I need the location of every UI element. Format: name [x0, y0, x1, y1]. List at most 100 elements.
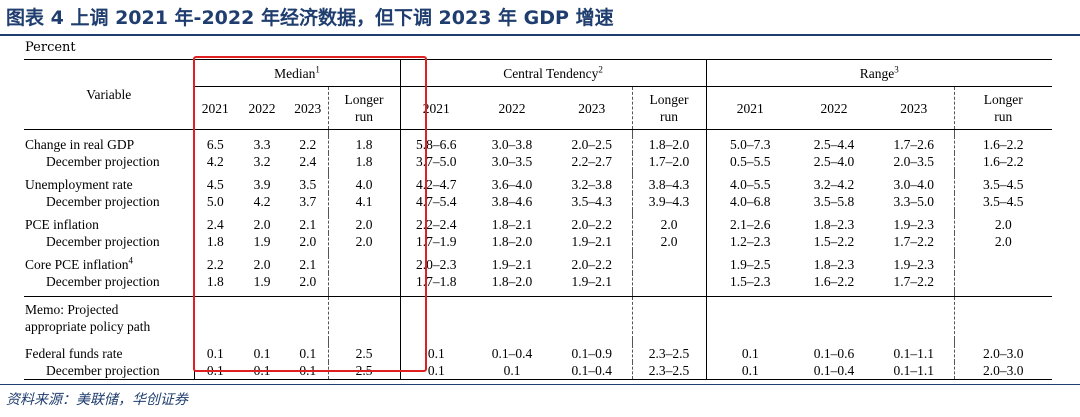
- value-cell: 2.2–2.7: [571, 154, 613, 169]
- row-label: December projection: [46, 194, 160, 209]
- value-cell: 3.3–5.0: [893, 194, 935, 209]
- value-cell: 1.7–2.2: [893, 274, 935, 289]
- value-cell: 2.0: [953, 233, 1053, 250]
- value-cell: 2.5–4.4: [813, 137, 855, 152]
- value-cell: 1.8: [327, 153, 400, 170]
- value-cell: 0.1: [299, 346, 317, 361]
- value-cell: 1.7–2.6: [893, 137, 935, 152]
- value-cell: 1.6–2.2: [813, 274, 855, 289]
- value-cell: 4.0–6.8: [705, 193, 795, 210]
- value-cell: 1.7–2.2: [893, 234, 935, 249]
- value-cell: 2.1: [299, 257, 317, 272]
- value-cell: 1.8–2.1: [491, 217, 533, 232]
- value-cell: 1.9–2.1: [571, 234, 613, 249]
- source-note: 资料来源：美联储，华创证券: [6, 392, 188, 408]
- table-row: December projection 1.8 1.9 2.0 1.7–1.8 1.8–2…: [24, 273, 1053, 290]
- table-row: Unemployment rate 4.5 3.9 3.5 4.0 4.2–4.7 3.6–…: [24, 176, 1053, 193]
- value-cell: 2.0: [327, 233, 400, 250]
- row-label: Federal funds rate: [25, 346, 123, 361]
- value-cell: 3.3: [253, 137, 271, 152]
- year-header: 2023: [552, 86, 632, 130]
- value-cell: 4.2: [253, 194, 271, 209]
- value-cell: [953, 273, 1053, 290]
- value-cell: [953, 256, 1053, 273]
- row-label: December projection: [24, 362, 194, 380]
- value-cell: 2.5: [327, 345, 400, 362]
- value-cell: 1.8–2.0: [491, 234, 533, 249]
- projection-table: Variable Median1 Central Tendency2 Range…: [24, 59, 1053, 380]
- value-cell: 2.2: [299, 137, 317, 152]
- variable-header: Variable: [24, 59, 194, 130]
- value-cell: 1.9–2.5: [705, 256, 795, 273]
- longer-run-header: Longer run: [953, 86, 1053, 130]
- memo-row: Memo: Projected appropriate policy path: [24, 296, 1053, 339]
- row-label: December projection: [46, 234, 160, 249]
- value-cell: 0.1–0.4: [491, 346, 533, 361]
- value-cell: 3.5–4.5: [953, 193, 1053, 210]
- value-cell: 2.0–2.2: [571, 257, 613, 272]
- value-cell: 1.9–2.3: [893, 217, 935, 232]
- value-cell: 2.2: [193, 256, 236, 273]
- value-cell: 0.1: [193, 345, 236, 362]
- title-rule: [0, 34, 1080, 36]
- value-cell: 2.0: [631, 216, 707, 233]
- value-cell: 1.2–2.3: [705, 233, 795, 250]
- table-row: Federal funds rate 0.1 0.1 0.1 2.5 0.1 0.1–0.4…: [24, 345, 1053, 362]
- year-header: 2023: [874, 86, 955, 130]
- value-cell: 0.1–1.1: [874, 362, 955, 380]
- value-cell: [631, 256, 707, 273]
- value-cell: 1.8: [193, 233, 236, 250]
- value-cell: 3.0–3.5: [491, 154, 533, 169]
- value-cell: 2.0: [327, 216, 400, 233]
- value-cell: 2.0–3.5: [893, 154, 935, 169]
- value-cell: 2.0: [299, 274, 317, 289]
- value-cell: 1.5–2.3: [705, 273, 795, 290]
- value-cell: 3.5–5.8: [813, 194, 855, 209]
- value-cell: 3.2–3.8: [571, 177, 613, 192]
- table-row: Change in real GDP 6.5 3.3 2.2 1.8 5.8–6.6 3.0…: [24, 136, 1053, 153]
- value-cell: 2.0–3.0: [953, 345, 1053, 362]
- memo-label: Memo: Projected appropriate policy path: [24, 296, 194, 339]
- value-cell: 1.8: [327, 136, 400, 153]
- value-cell: 1.8–2.0: [491, 274, 533, 289]
- table-row: December projection 5.0 4.2 3.7 4.1 4.7–5.4 3.…: [24, 193, 1053, 210]
- figure-title: 图表 4 上调 2021 年-2022 年经济数据，但下调 2023 年 GDP…: [6, 7, 614, 29]
- unit-label: Percent: [25, 40, 76, 55]
- value-cell: 1.9–2.1: [491, 257, 533, 272]
- value-cell: 0.1–1.1: [893, 346, 935, 361]
- table-row: December projection 4.2 3.2 2.4 1.8 3.7–5.0 3.…: [24, 153, 1053, 170]
- row-label: December projection: [46, 274, 160, 289]
- value-cell: 3.8–4.3: [631, 176, 707, 193]
- value-cell: 0.1: [705, 362, 795, 380]
- longer-run-header: Longer run: [327, 86, 400, 130]
- year-header: 2021: [705, 86, 795, 130]
- value-cell: 0.1–0.6: [813, 346, 855, 361]
- central-tendency-header: Central Tendency2: [399, 59, 707, 87]
- value-cell: 3.5–4.5: [953, 176, 1053, 193]
- value-cell: 2.0: [953, 216, 1053, 233]
- year-header: 2022: [472, 86, 552, 130]
- value-cell: 1.5–2.2: [813, 234, 855, 249]
- value-cell: 2.3–2.5: [631, 362, 707, 380]
- value-cell: 1.6–2.2: [953, 153, 1053, 170]
- header-year-row: 2021 2022 2023 Longer run 2021 2022 2023 Longer r…: [24, 86, 1053, 130]
- value-cell: 4.0: [327, 176, 400, 193]
- value-cell: 0.1: [472, 362, 552, 380]
- value-cell: 3.9: [253, 177, 271, 192]
- value-cell: 2.0: [253, 257, 271, 272]
- value-cell: 3.6–4.0: [491, 177, 533, 192]
- year-header: 2022: [236, 86, 288, 130]
- value-cell: 2.4: [299, 154, 317, 169]
- row-label: Core PCE inflation4: [25, 255, 133, 272]
- value-cell: 6.5: [193, 136, 236, 153]
- year-header: 2023: [288, 86, 328, 130]
- row-label: Change in real GDP: [25, 137, 135, 152]
- value-cell: 0.1: [399, 345, 472, 362]
- value-cell: 2.0: [631, 233, 707, 250]
- value-cell: 3.7: [299, 194, 317, 209]
- value-cell: 5.0: [193, 193, 236, 210]
- row-label: PCE inflation: [25, 217, 99, 232]
- table-row: December projection 0.1 0.1 0.1 2.5 0.1 0.1 0.1…: [24, 362, 1053, 380]
- value-cell: 1.7–2.0: [631, 153, 707, 170]
- row-label: December projection: [46, 154, 160, 169]
